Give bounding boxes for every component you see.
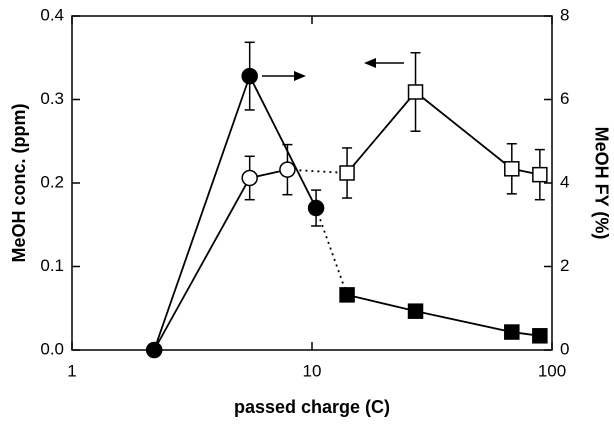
y-tick-label: 0.4 <box>40 5 64 24</box>
x-tick-label: 1 <box>67 361 76 380</box>
series-line <box>346 294 416 313</box>
marker <box>407 303 424 319</box>
y2-tick-label: 4 <box>560 172 569 191</box>
series-line <box>415 310 512 333</box>
marker <box>339 165 355 181</box>
y2-axis-label: MeOH FY (%) <box>591 127 611 240</box>
marker <box>504 161 520 177</box>
arrow-left <box>364 58 404 68</box>
series-line <box>315 207 348 296</box>
series-line <box>414 91 513 170</box>
series-line <box>346 91 417 174</box>
series-line <box>153 177 251 351</box>
y-tick-label: 0.1 <box>40 256 64 275</box>
marker <box>532 166 548 183</box>
x-tick-label: 10 <box>303 361 322 380</box>
y2-tick-label: 2 <box>560 256 569 275</box>
y2-tick-label: 0 <box>560 339 569 358</box>
y-axis-label: MeOH conc. (ppm) <box>9 103 29 262</box>
marker <box>307 199 325 217</box>
series-line <box>287 168 348 174</box>
marker <box>339 287 355 303</box>
marker <box>241 169 258 187</box>
marker <box>532 328 548 344</box>
marker <box>241 67 258 85</box>
marker <box>279 161 296 178</box>
plot-frame <box>71 15 553 351</box>
marker <box>504 324 520 340</box>
y-tick-label: 0.2 <box>40 172 64 191</box>
arrow-right <box>262 71 306 81</box>
x-tick-label: 100 <box>538 361 566 380</box>
y-tick-label: 0.3 <box>40 89 64 108</box>
y-tick-label: 0.0 <box>40 339 64 358</box>
y2-tick-label: 8 <box>560 5 569 24</box>
y2-tick-label: 6 <box>560 89 569 108</box>
series-line <box>248 75 317 209</box>
x-axis-label: passed charge (C) <box>234 397 390 417</box>
marker <box>145 341 163 359</box>
series-line <box>153 75 251 351</box>
marker <box>407 84 424 100</box>
